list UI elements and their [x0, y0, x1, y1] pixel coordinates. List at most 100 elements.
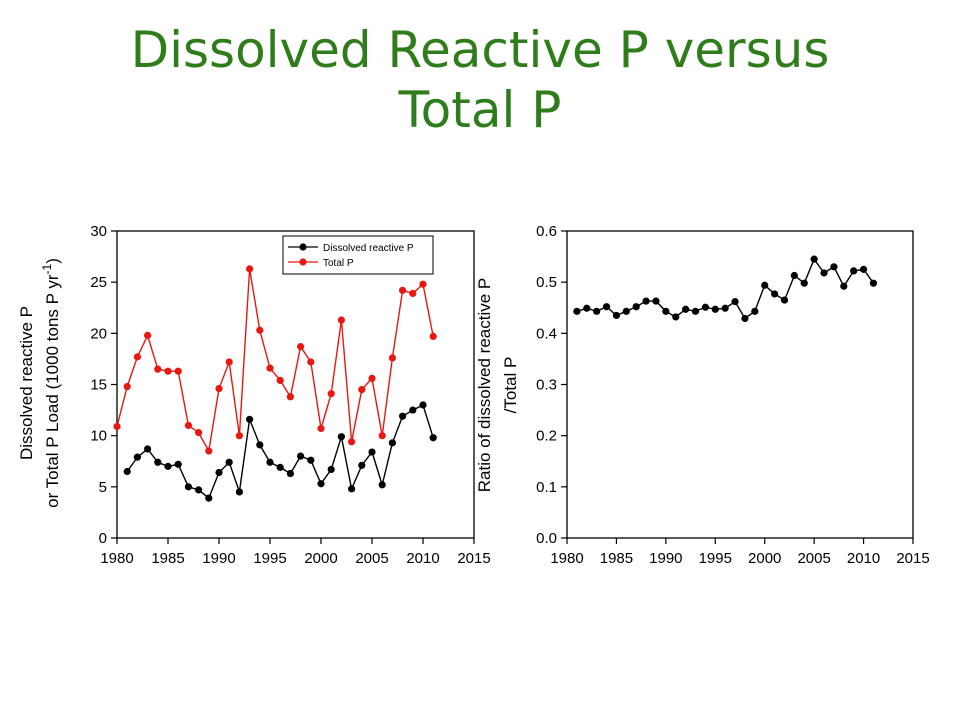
data-point — [409, 289, 417, 298]
series-line-0 — [126, 404, 434, 500]
legend-marker-dissolved — [299, 243, 307, 251]
chart-ratio: 1980 1985 1990 1995 2000 2005 2010 2015 0.0 0.1 0.… — [475, 223, 930, 567]
data-point — [820, 269, 828, 277]
data-point — [205, 447, 213, 455]
data-point — [184, 483, 192, 491]
data-point — [337, 433, 345, 441]
data-point — [348, 438, 356, 446]
y-tick-label: 25 — [90, 274, 107, 291]
data-point — [368, 448, 376, 456]
data-point — [184, 421, 192, 430]
data-point — [123, 382, 131, 391]
data-point — [235, 488, 243, 496]
data-point — [195, 486, 203, 494]
x-tick-label: 2000 — [304, 550, 337, 567]
data-point — [368, 374, 376, 382]
y-tick-label: 20 — [90, 325, 107, 342]
data-point — [869, 279, 878, 287]
data-point — [593, 307, 601, 315]
data-point — [612, 311, 621, 320]
data-point — [317, 480, 325, 488]
data-point — [721, 304, 729, 312]
chart-load-ticks: 1980 1985 1990 1995 2000 2005 2010 2015 0 5 10 15 20… — [90, 223, 490, 567]
data-point — [358, 461, 366, 469]
x-tick-label: 2005 — [797, 550, 830, 567]
chart-ratio-series — [573, 255, 878, 323]
data-point — [388, 439, 396, 447]
chart-load-plot-frame — [116, 230, 475, 539]
y-tick-label: 0.6 — [536, 223, 557, 240]
data-point — [297, 343, 305, 351]
data-point — [800, 279, 808, 287]
data-point — [429, 332, 437, 341]
x-tick-label: 1980 — [550, 550, 583, 567]
data-point — [113, 422, 121, 431]
data-point — [672, 313, 680, 321]
data-point — [429, 434, 437, 442]
data-point — [276, 463, 284, 471]
slide-title-line-2: Total P — [398, 81, 562, 139]
data-point — [164, 367, 172, 375]
data-point — [276, 376, 284, 385]
y-tick-label: 0.2 — [536, 428, 557, 445]
data-point — [235, 432, 243, 440]
legend-label-total: Total P — [323, 258, 354, 269]
slide-title-line-1: Dissolved Reactive P versus — [130, 21, 830, 79]
data-point — [225, 358, 233, 366]
data-point — [327, 465, 335, 474]
data-point — [682, 305, 690, 313]
data-point — [144, 331, 152, 339]
data-point — [731, 298, 739, 306]
data-point — [780, 296, 789, 304]
data-point — [662, 307, 670, 315]
y-tick-label: 5 — [99, 479, 107, 496]
data-point — [133, 453, 141, 461]
data-point — [205, 494, 213, 502]
x-tick-label: 1990 — [202, 550, 235, 567]
data-point — [358, 386, 366, 394]
data-point — [399, 412, 407, 420]
data-point — [215, 384, 223, 393]
data-point — [859, 265, 868, 273]
data-point — [195, 428, 203, 437]
data-point — [174, 460, 182, 468]
y-tick-label: 0.1 — [536, 479, 557, 496]
data-point — [307, 358, 315, 366]
data-point — [771, 290, 779, 298]
data-point — [286, 469, 294, 478]
y-axis-title-line-1: Dissolved reactive P — [17, 306, 36, 460]
legend-marker-total — [299, 258, 307, 266]
data-point — [164, 462, 172, 470]
x-tick-label: 1985 — [600, 550, 633, 567]
data-point — [246, 415, 254, 423]
data-point — [225, 458, 233, 466]
data-point — [327, 390, 335, 398]
data-point — [297, 452, 305, 460]
y-axis-title-line-2-close: ) — [43, 258, 62, 264]
chart-ratio-y-axis-title: Ratio of dissolved reactive P /Total P — [475, 278, 520, 493]
y-tick-label: 10 — [90, 428, 107, 445]
data-point — [399, 286, 407, 294]
data-point — [378, 432, 386, 440]
chart-ratio-plot-frame — [566, 230, 914, 539]
x-tick-label: 2005 — [355, 550, 388, 567]
data-point — [266, 458, 274, 466]
data-point — [256, 326, 264, 334]
x-tick-label: 2015 — [896, 550, 929, 567]
x-tick-label: 2015 — [457, 550, 490, 567]
data-point — [632, 303, 640, 311]
data-point — [701, 303, 710, 311]
x-tick-label: 1995 — [253, 550, 286, 567]
y-axis-title-line-2-main: or Total P Load (1000 tons P yr — [43, 274, 62, 508]
data-point — [133, 353, 141, 361]
data-point — [751, 307, 759, 315]
y-tick-label: 0.3 — [536, 377, 557, 394]
series-line-1 — [116, 268, 434, 454]
data-point — [154, 458, 162, 466]
y-tick-label: 0.4 — [536, 325, 557, 342]
x-tick-label: 1990 — [649, 550, 682, 567]
data-point — [850, 267, 858, 275]
data-point — [642, 297, 650, 305]
y-axis-title-line-2: or Total P Load (1000 tons P yr-1) — [40, 258, 62, 508]
